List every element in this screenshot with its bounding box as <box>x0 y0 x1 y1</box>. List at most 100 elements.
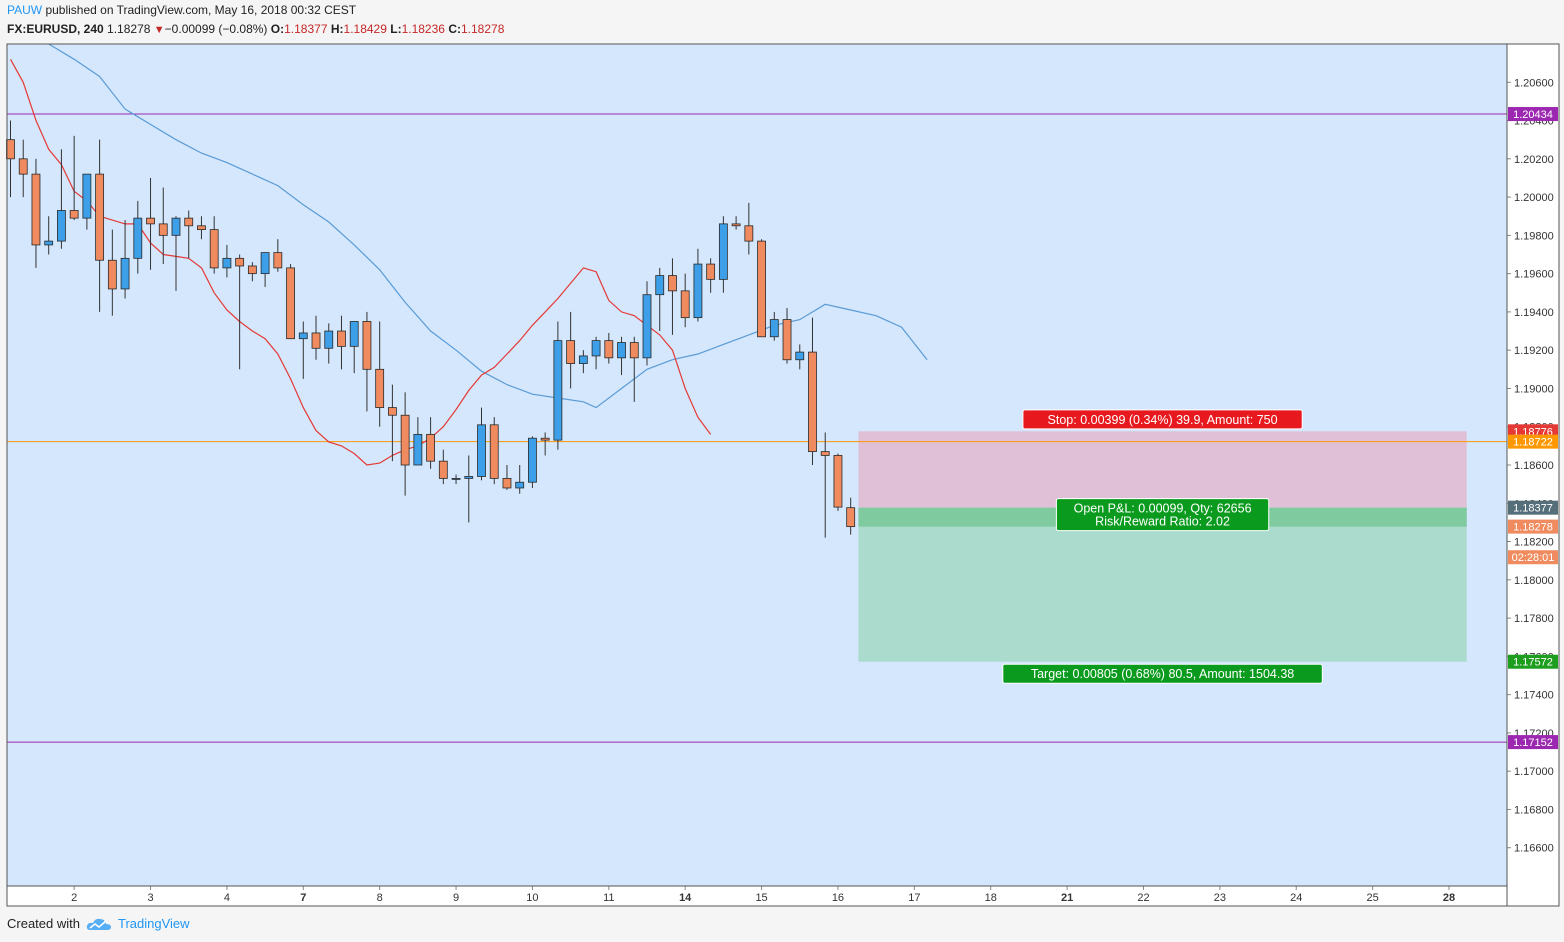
candle[interactable] <box>158 187 168 265</box>
candle[interactable] <box>769 311 779 341</box>
candle[interactable] <box>31 158 41 268</box>
candle[interactable] <box>222 244 232 278</box>
candle-body <box>693 263 703 319</box>
candle-body <box>31 173 41 246</box>
candle[interactable] <box>668 258 677 335</box>
stop-label[interactable]: Stop: 0.00399 (0.34%) 39.9, Amount: 750 <box>1022 409 1303 430</box>
candle[interactable] <box>209 216 219 274</box>
author-link[interactable]: PAUW <box>7 3 43 17</box>
target-label[interactable]: Target: 0.00805 (0.68%) 80.5, Amount: 15… <box>1002 663 1323 684</box>
time-tick-label: 18 <box>985 892 997 904</box>
candle-body <box>349 321 359 347</box>
price-tag-label: 1.18377 <box>1513 503 1553 515</box>
candle[interactable] <box>591 336 601 370</box>
time-tick-label: 14 <box>679 892 692 904</box>
candle[interactable] <box>833 453 843 511</box>
candle[interactable] <box>782 308 792 364</box>
candle[interactable] <box>617 336 626 376</box>
candle-body <box>464 476 474 479</box>
candle[interactable] <box>146 177 155 270</box>
candle[interactable] <box>515 465 525 494</box>
candle[interactable] <box>95 139 105 312</box>
candle[interactable] <box>324 323 334 364</box>
candle[interactable] <box>731 216 741 230</box>
candle[interactable] <box>426 417 435 469</box>
candle[interactable] <box>642 281 652 366</box>
candle-body <box>489 424 499 479</box>
stop-label-box <box>1022 409 1303 430</box>
candle[interactable] <box>107 229 117 316</box>
high-value: 1.18429 <box>343 22 387 36</box>
candle[interactable] <box>375 321 385 427</box>
stop-zone[interactable] <box>858 431 1467 508</box>
price-tag: 1.20434 <box>1508 107 1558 122</box>
candle[interactable] <box>273 239 283 272</box>
candle[interactable] <box>451 474 461 485</box>
candle[interactable] <box>553 321 563 450</box>
time-tick-label: 24 <box>1290 892 1302 904</box>
candle-body <box>438 460 448 479</box>
candle[interactable] <box>298 321 308 379</box>
candle[interactable] <box>260 252 270 288</box>
candle[interactable] <box>528 436 537 488</box>
candle-body <box>44 240 54 246</box>
candle[interactable] <box>757 239 766 338</box>
candle[interactable] <box>286 264 295 340</box>
candle[interactable] <box>502 465 512 490</box>
candle[interactable] <box>44 216 54 255</box>
candle[interactable] <box>820 432 830 538</box>
candle[interactable] <box>718 216 728 293</box>
candle[interactable] <box>235 254 245 370</box>
candle[interactable] <box>184 210 194 259</box>
candle[interactable] <box>680 273 690 328</box>
candle[interactable] <box>197 216 206 240</box>
price-tick-label: 1.19000 <box>1514 383 1554 395</box>
candle[interactable] <box>540 432 550 456</box>
symbol-title[interactable]: FX:EURUSD, 240 <box>7 22 104 36</box>
tradingview-link[interactable]: TradingView <box>117 916 190 931</box>
candle[interactable] <box>464 455 474 523</box>
time-axis[interactable] <box>7 886 1507 906</box>
candle[interactable] <box>400 392 410 496</box>
candle[interactable] <box>120 220 130 299</box>
candle[interactable] <box>337 315 346 370</box>
candle[interactable] <box>604 332 614 364</box>
candle[interactable] <box>795 344 805 370</box>
candle[interactable] <box>247 262 257 282</box>
candle[interactable] <box>82 173 92 230</box>
price-tag-label: 02:28:01 <box>1512 552 1555 564</box>
candle-body <box>146 217 155 225</box>
candle[interactable] <box>655 267 665 332</box>
candle[interactable] <box>311 315 321 360</box>
candle[interactable] <box>489 417 499 485</box>
candle-body <box>95 173 105 261</box>
candle[interactable] <box>744 202 754 255</box>
candle[interactable] <box>477 407 486 481</box>
target-zone[interactable] <box>858 507 1467 662</box>
candle-body <box>502 477 512 489</box>
candle-body <box>273 252 283 269</box>
candle[interactable] <box>18 139 28 198</box>
candle[interactable] <box>387 384 397 462</box>
candle[interactable] <box>171 216 181 291</box>
candle-body <box>18 158 28 175</box>
candle[interactable] <box>413 417 423 466</box>
candle[interactable] <box>133 200 143 274</box>
candle[interactable] <box>808 317 817 465</box>
candle[interactable] <box>566 311 576 389</box>
pnl-label[interactable]: Open P&L: 0.00099, Qty: 62656Risk/Reward… <box>1055 498 1270 532</box>
candle[interactable] <box>693 248 703 322</box>
price-axis[interactable] <box>1507 44 1559 906</box>
price-tag-box <box>1508 735 1558 750</box>
candle[interactable] <box>69 135 79 221</box>
candle[interactable] <box>349 321 359 374</box>
candle[interactable] <box>629 336 639 402</box>
candle[interactable] <box>362 311 372 412</box>
candle[interactable] <box>57 149 66 249</box>
candle[interactable] <box>846 497 856 535</box>
candle[interactable] <box>438 449 448 485</box>
pnl-label-text: Risk/Reward Ratio: 2.02 <box>1095 515 1230 529</box>
candle[interactable] <box>578 350 588 374</box>
candle[interactable] <box>706 258 716 293</box>
